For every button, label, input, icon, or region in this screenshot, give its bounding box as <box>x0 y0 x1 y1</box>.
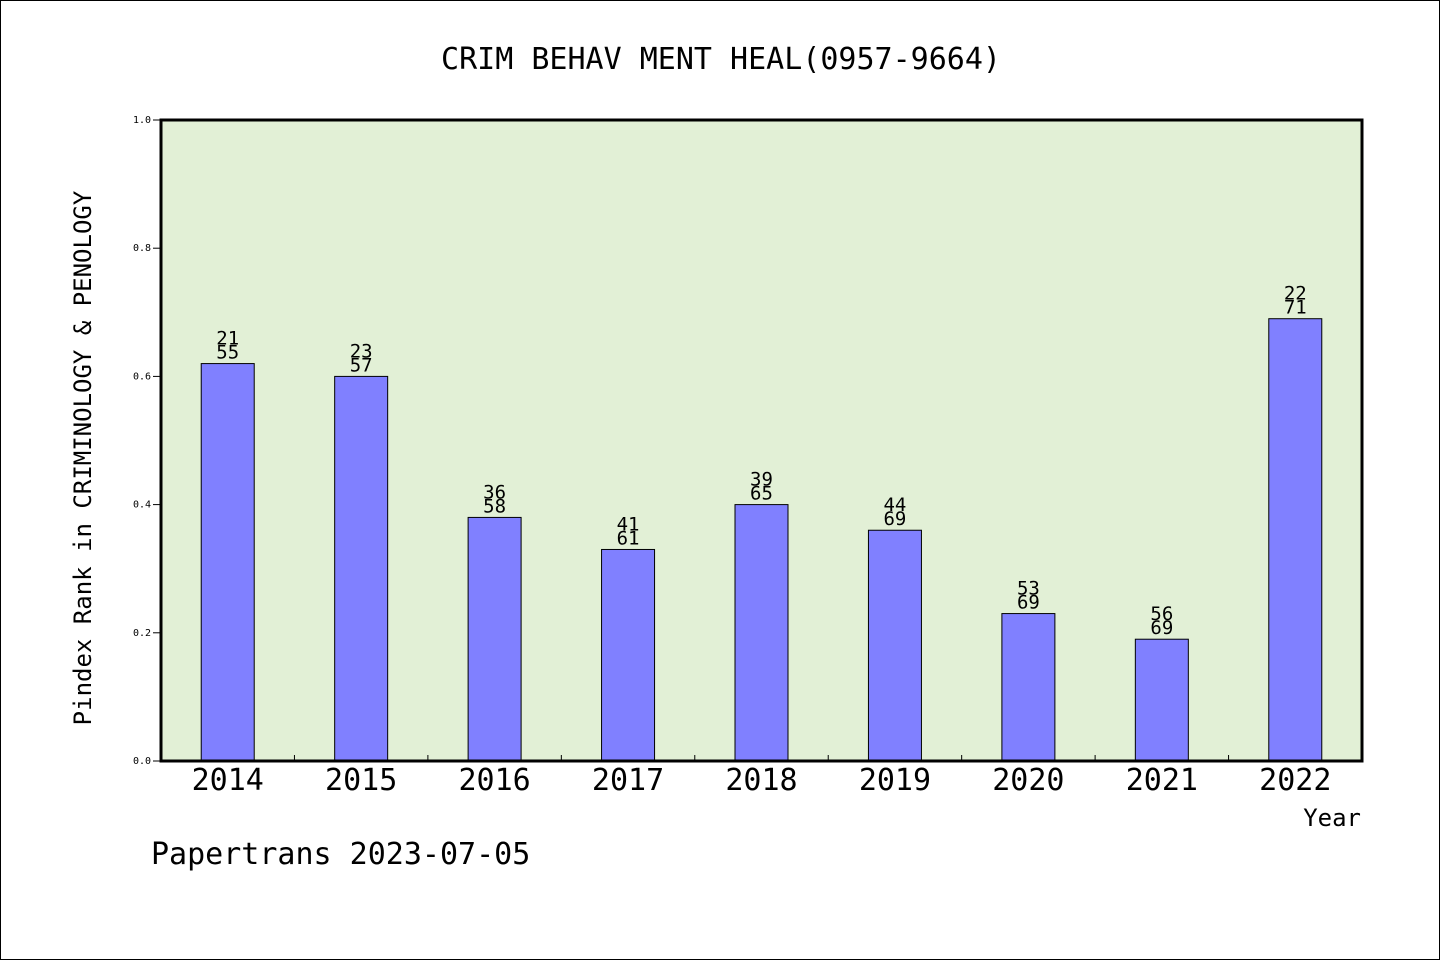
bar-rank-label: 21 <box>216 328 239 350</box>
x-tick-label: 2016 <box>458 763 530 798</box>
y-axis: 0.0 0.2 0.4 0.6 0.8 1.0 <box>133 115 161 767</box>
plot-border <box>159 118 1364 763</box>
bar-2015 <box>334 375 389 762</box>
bar-2019 <box>867 529 922 762</box>
bar-total-label: 57 <box>350 354 373 376</box>
y-tick-label: 0.2 <box>133 628 151 639</box>
x-tick-label: 2019 <box>859 763 931 798</box>
bar-total-label: 65 <box>750 483 773 505</box>
x-axis-label: Year <box>1303 804 1361 832</box>
y-tick-label: 0.0 <box>133 756 151 767</box>
x-tick-label: 2021 <box>1126 763 1198 798</box>
bar-total-label: 69 <box>1017 592 1040 614</box>
bar-2018 <box>734 504 789 762</box>
bar-2021 <box>1134 638 1189 762</box>
y-tick-label: 0.6 <box>133 371 151 382</box>
x-tick-label: 2014 <box>192 763 264 798</box>
footer-credit: Papertrans 2023-07-05 <box>151 837 530 872</box>
bar-total-label: 69 <box>883 508 906 530</box>
bar-rank-label: 53 <box>1017 578 1040 600</box>
bar-total-label: 58 <box>483 495 506 517</box>
y-tick-label: 1.0 <box>133 115 151 126</box>
bar-2017 <box>601 548 656 762</box>
bar-2022 <box>1268 318 1323 762</box>
bar-rank-label: 39 <box>750 469 773 491</box>
bar-rank-label: 23 <box>350 340 373 362</box>
bar-rank-label: 44 <box>883 494 906 516</box>
bar-rank-label: 56 <box>1150 603 1173 625</box>
bar-total-label: 61 <box>617 527 640 549</box>
bar-rank-label: 22 <box>1284 283 1307 305</box>
bar-2014 <box>200 363 255 762</box>
x-tick-label: 2020 <box>992 763 1064 798</box>
x-tick-label: 2018 <box>725 763 797 798</box>
y-axis-label: Pindex Rank in CRIMINOLOGY & PENOLOGY <box>69 190 97 725</box>
y-tick-label: 0.4 <box>133 500 151 511</box>
chart-title: CRIM BEHAV MENT HEAL(0957-9664) <box>441 42 1001 77</box>
x-axis: 2014 2015 2016 2017 2018 2019 2020 2021 2022 <box>192 755 1331 798</box>
bar-total-label: 69 <box>1150 617 1173 639</box>
bar-rank-label: 41 <box>617 513 640 535</box>
x-tick-label: 2022 <box>1259 763 1331 798</box>
bar-rank-label: 36 <box>483 481 506 503</box>
x-tick-label: 2015 <box>325 763 397 798</box>
x-tick-label: 2017 <box>592 763 664 798</box>
bar-2020 <box>1001 613 1056 762</box>
y-tick-label: 0.8 <box>133 243 151 254</box>
bar-total-label: 71 <box>1284 297 1307 319</box>
bar-2016 <box>467 516 522 762</box>
bar-total-label: 55 <box>216 342 239 364</box>
